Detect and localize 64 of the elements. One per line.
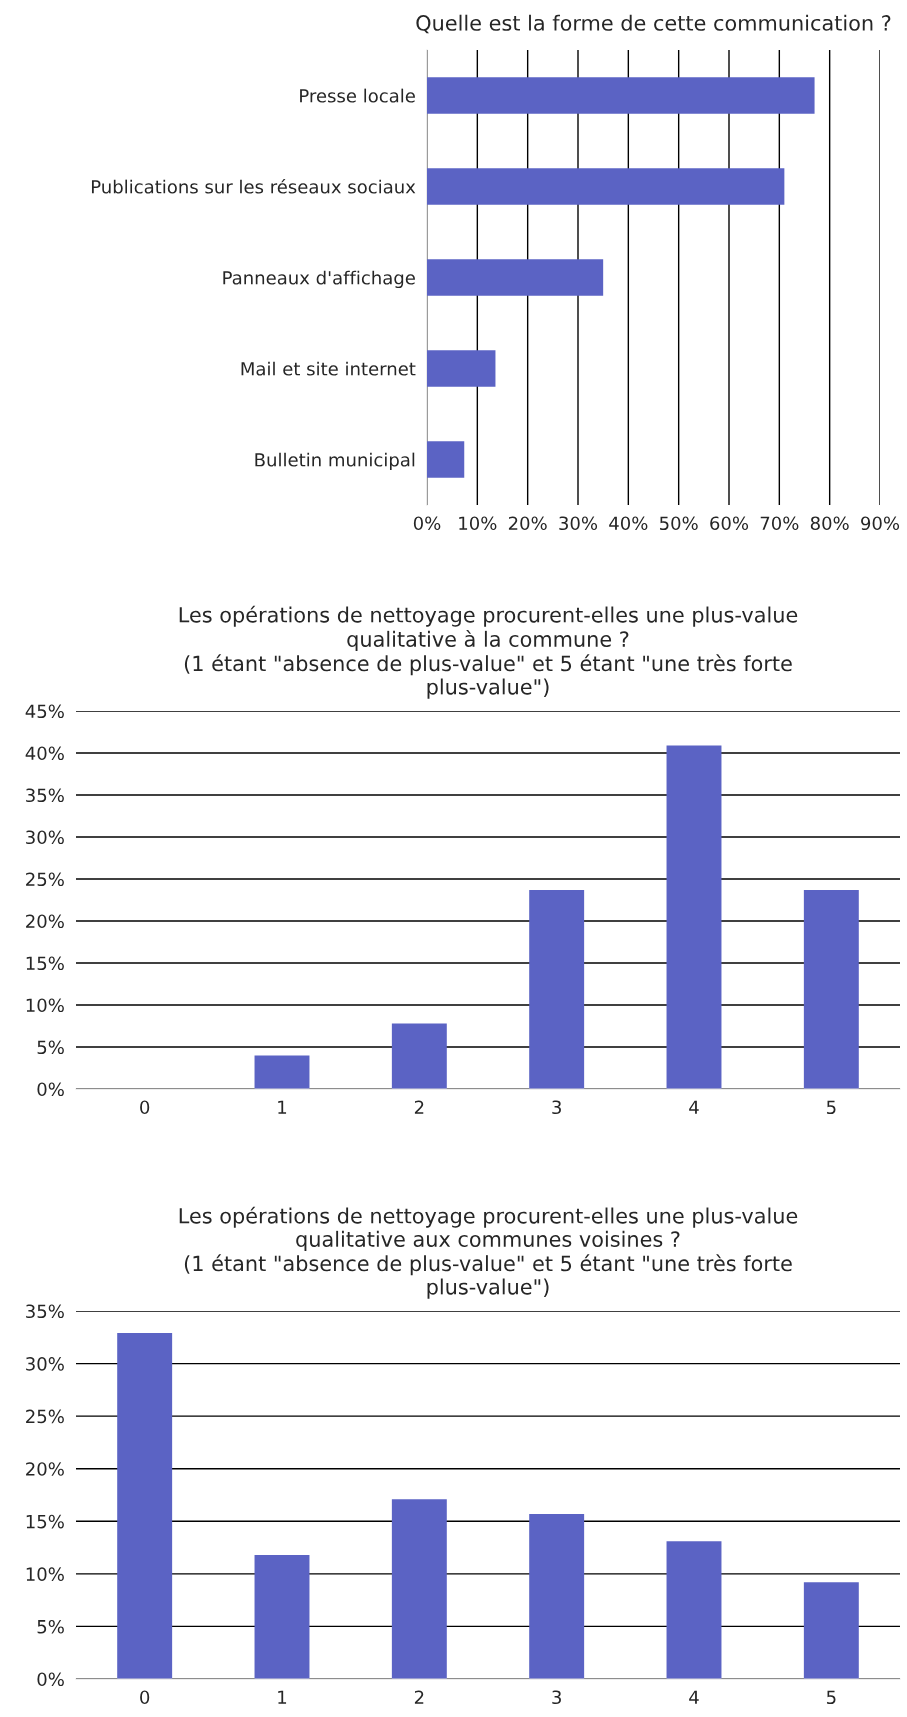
x-tick-label: 2: [414, 1100, 424, 1114]
x-tick-label: 4: [689, 1690, 699, 1704]
y-tick-label: 35%: [26, 788, 64, 803]
x-tick-label: 60%: [710, 516, 749, 531]
y-tick-label: 5%: [37, 1619, 64, 1634]
bar: [427, 350, 496, 387]
y-tick-label: 30%: [26, 830, 64, 845]
y-tick-label: 45%: [25, 704, 64, 719]
bar: [529, 889, 585, 1089]
x-tick-label: 10%: [459, 516, 497, 531]
x-tick-label: 2: [414, 1690, 424, 1704]
y-tick-label: 10%: [26, 1567, 64, 1581]
chart-title: Quelle est la forme de cette communication ?: [416, 14, 891, 34]
y-tick-label: 0%: [37, 1082, 64, 1097]
y-tick-label: Panneaux d'affichage: [223, 270, 415, 289]
y-tick-label: 5%: [37, 1040, 64, 1055]
bar: [391, 1023, 447, 1089]
y-tick-label: 15%: [26, 956, 64, 971]
x-tick-label: 3: [552, 1690, 561, 1705]
x-tick-label: 1: [278, 1690, 287, 1704]
x-tick-label: 40%: [609, 516, 648, 531]
y-tick-label: 20%: [26, 1462, 64, 1476]
x-tick-label: 3: [552, 1100, 561, 1115]
bar: [666, 1541, 722, 1679]
y-tick-label: 25%: [26, 1409, 64, 1424]
x-tick-label: 5: [826, 1100, 836, 1115]
chart-title: Les opérations de nettoyage procurent-elles une plus-value qualitative à la commune ? (1 étant "absence de plus-value" et 5 étant "une très forte plus-value"): [179, 605, 798, 699]
x-tick-label: 5: [826, 1690, 836, 1705]
y-tick-label: 30%: [26, 1357, 64, 1371]
x-tick-label: 20%: [508, 516, 547, 531]
bar: [666, 745, 722, 1089]
bar: [427, 259, 604, 296]
bar: [427, 168, 785, 205]
x-tick-label: 80%: [810, 516, 849, 531]
y-tick-label: Presse locale: [300, 88, 415, 103]
bar: [117, 1333, 173, 1679]
y-tick-label: Bulletin municipal: [255, 452, 415, 471]
x-tick-label: 30%: [559, 516, 598, 531]
y-tick-label: 15%: [26, 1514, 64, 1529]
x-tick-label: 70%: [760, 516, 799, 531]
bar: [427, 77, 815, 114]
y-tick-label: 35%: [26, 1304, 64, 1319]
y-tick-label: 10%: [26, 998, 64, 1013]
y-tick-label: 0%: [37, 1672, 64, 1687]
bar: [529, 1513, 585, 1679]
chart-title: Les opérations de nettoyage procurent-elles une plus-value qualitative aux communes voisines ? (1 étant "absence de plus-value" et 5 étant "une très forte plus-value"): [179, 1206, 798, 1299]
x-tick-label: 50%: [659, 516, 698, 531]
x-tick-label: 1: [278, 1100, 287, 1114]
x-tick-label: 90%: [861, 516, 900, 531]
bar: [427, 441, 465, 478]
bar: [803, 889, 859, 1089]
y-tick-label: 25%: [26, 872, 64, 887]
y-tick-label: Mail et site internet: [241, 361, 416, 376]
x-tick-label: 0: [140, 1100, 150, 1115]
x-tick-label: 0: [140, 1690, 150, 1705]
y-tick-label: Publications sur les réseaux sociaux: [91, 178, 416, 194]
x-tick-label: 4: [689, 1100, 699, 1114]
y-tick-label: 40%: [25, 746, 64, 761]
bar: [391, 1499, 447, 1679]
bar: [803, 1582, 859, 1679]
x-tick-label: 0%: [413, 516, 441, 531]
bar: [254, 1554, 310, 1679]
y-tick-label: 20%: [26, 914, 64, 929]
bar: [254, 1055, 310, 1089]
